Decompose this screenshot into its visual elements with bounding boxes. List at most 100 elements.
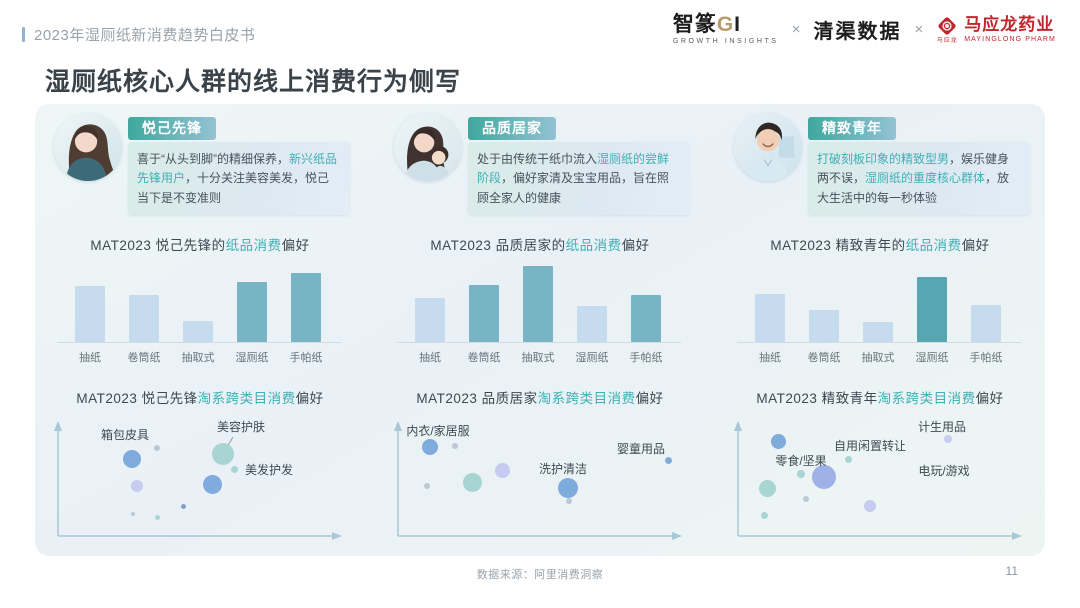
bubble-category-label: 零食/坚果 xyxy=(775,454,827,468)
text-segment: 处于由传统干纸巾流入 xyxy=(477,152,598,166)
bar-category-label: 卷筒纸 xyxy=(127,352,161,364)
bar-chart-baseline xyxy=(737,342,1021,343)
bubble xyxy=(202,474,222,494)
bar-category-label: 手帕纸 xyxy=(629,352,663,364)
highlighted-text: 纸品消费 xyxy=(905,238,962,253)
bubble xyxy=(180,503,186,509)
persona-avatar xyxy=(734,113,802,181)
bubble-chart-title: MAT2023 精致青年淘系跨类目消费偏好 xyxy=(725,387,1035,407)
mayinglong-cn: 马应龙药业 xyxy=(964,15,1055,34)
bubble xyxy=(864,500,876,512)
bubble xyxy=(760,511,768,519)
mayinglong-logo-text: 马应龙药业 MAYINGLONG PHARM xyxy=(964,16,1056,43)
text-segment: MAT2023 品质居家的 xyxy=(430,238,566,253)
bubble xyxy=(797,470,805,478)
male-avatar-icon xyxy=(734,113,802,181)
bar-category-label: 卷筒纸 xyxy=(467,352,501,364)
text-segment: MAT2023 精致青年 xyxy=(756,391,878,406)
bubble xyxy=(944,435,952,443)
bar-chart-title: MAT2023 精致青年的纸品消费偏好 xyxy=(725,234,1035,254)
page-number: 11 xyxy=(1005,564,1018,578)
bar-category-label: 抽纸 xyxy=(79,352,101,364)
mayinglong-logo: 马应龙 马应龙药业 MAYINGLONG PHARM xyxy=(936,15,1056,44)
bar xyxy=(523,266,553,342)
text-segment: ，偏好家清及宝宝用品，旨在照顾全家人的健康 xyxy=(477,171,670,205)
family-avatar-icon xyxy=(394,113,462,181)
text-segment: MAT2023 精致青年的 xyxy=(770,238,906,253)
bar xyxy=(917,277,947,342)
bubble xyxy=(154,445,160,451)
bubble xyxy=(422,439,438,455)
data-source: 数据来源：阿里消费洞察 xyxy=(476,569,604,581)
bar-category-label: 卷筒纸 xyxy=(807,352,841,364)
bubble xyxy=(212,443,234,465)
bar-chart-title: MAT2023 悦己先锋的纸品消费偏好 xyxy=(45,234,355,254)
zhizhuan-tagline: GROWTH INSIGHTS xyxy=(672,38,779,45)
zhizhuan-i: I xyxy=(734,13,741,36)
bar xyxy=(183,321,213,342)
bar-category-label: 抽纸 xyxy=(419,352,441,364)
text-segment: 偏好 xyxy=(635,391,664,406)
persona-column: 品质居家 处于由传统干纸巾流入湿厕纸的尝鲜阶段，偏好家清及宝宝用品，旨在照顾全家人… xyxy=(385,104,695,556)
text-segment: ，娱乐健身两不误， xyxy=(817,152,1010,186)
bar xyxy=(755,294,785,342)
bubble-category-label: 婴童用品 xyxy=(616,442,666,456)
persona-column: 悦己先锋 喜于“从头到脚”的精细保养，新兴纸品先锋用户，十分关注美容美发，悦己当下… xyxy=(45,104,355,556)
bar-category-label: 抽取式 xyxy=(521,352,555,364)
bar-category-label: 手帕纸 xyxy=(969,352,1003,364)
bubble xyxy=(462,472,482,492)
bar xyxy=(415,298,445,342)
bar xyxy=(809,310,839,342)
bubble-category-label: 计生用品 xyxy=(917,420,967,434)
zhizhuan-g: G xyxy=(716,13,735,36)
text-segment: 偏好 xyxy=(961,238,990,253)
bar xyxy=(291,273,321,342)
highlighted-text: 湿厕纸的重度核心群体 xyxy=(865,171,986,186)
bar-category-label: 手帕纸 xyxy=(289,352,323,364)
bubble xyxy=(131,512,135,516)
bubble xyxy=(566,498,572,504)
bar-chart-baseline xyxy=(397,342,681,343)
bubble-category-label: 洗护清洁 xyxy=(538,462,588,476)
mayinglong-seal-icon: 马应龙 xyxy=(936,15,958,44)
highlighted-text: 湿厕纸的尝鲜阶段 xyxy=(477,152,670,186)
bubble xyxy=(131,480,143,492)
highlighted-text: 淘系跨类目消费 xyxy=(537,391,636,406)
bubble xyxy=(664,456,672,464)
bar xyxy=(577,306,607,342)
highlighted-text: 淘系跨类目消费 xyxy=(197,391,296,406)
highlighted-text: 打破刻板印象的精致型男 xyxy=(817,152,950,166)
mayinglong-seal-text: 马应龙 xyxy=(936,38,958,44)
text-segment: MAT2023 悦己先锋 xyxy=(76,391,198,406)
bubble-category-label: 自用闲置转让 xyxy=(833,439,907,453)
text-segment: MAT2023 品质居家 xyxy=(416,391,538,406)
highlighted-text: 纸品消费 xyxy=(565,238,622,253)
bubble xyxy=(452,443,458,449)
logo-separator: × xyxy=(791,21,801,38)
bar-category-label: 抽取式 xyxy=(181,352,215,364)
bubble-category-label: 箱包皮具 xyxy=(100,428,150,442)
persona-badge: 精致青年 xyxy=(808,117,896,140)
bar xyxy=(971,305,1001,342)
persona-column: 精致青年打破刻板印象的精致型男，娱乐健身两不误，湿厕纸的重度核心群体，放大生活中… xyxy=(725,104,1035,556)
text-segment: ，放大生活中的每一秒体验 xyxy=(817,171,1010,205)
bubble xyxy=(123,450,141,468)
logo-row: 智篆GI GROWTH INSIGHTS × 清渠数据 × 马应龙 马应龙药业 … xyxy=(673,14,1056,45)
bar-category-label: 湿厕纸 xyxy=(915,352,949,364)
logo-separator: × xyxy=(914,21,924,38)
text-segment: 偏好 xyxy=(281,238,310,253)
persona-badge: 悦己先锋 xyxy=(128,117,216,140)
text-segment: 偏好 xyxy=(975,391,1004,406)
text-segment: MAT2023 悦己先锋的 xyxy=(90,238,226,253)
text-segment: 偏好 xyxy=(621,238,650,253)
bar-category-label: 抽纸 xyxy=(759,352,781,364)
persona-avatar xyxy=(54,113,122,181)
bar xyxy=(631,295,661,342)
bar xyxy=(863,322,893,342)
bubble-category-label: 电玩/游戏 xyxy=(918,464,970,478)
bar-chart-baseline xyxy=(57,342,341,343)
mayinglong-en: MAYINGLONG PHARM xyxy=(964,36,1056,43)
persona-description: 处于由传统干纸巾流入湿厕纸的尝鲜阶段，偏好家清及宝宝用品，旨在照顾全家人的健康 xyxy=(468,142,690,216)
bar xyxy=(469,285,499,342)
